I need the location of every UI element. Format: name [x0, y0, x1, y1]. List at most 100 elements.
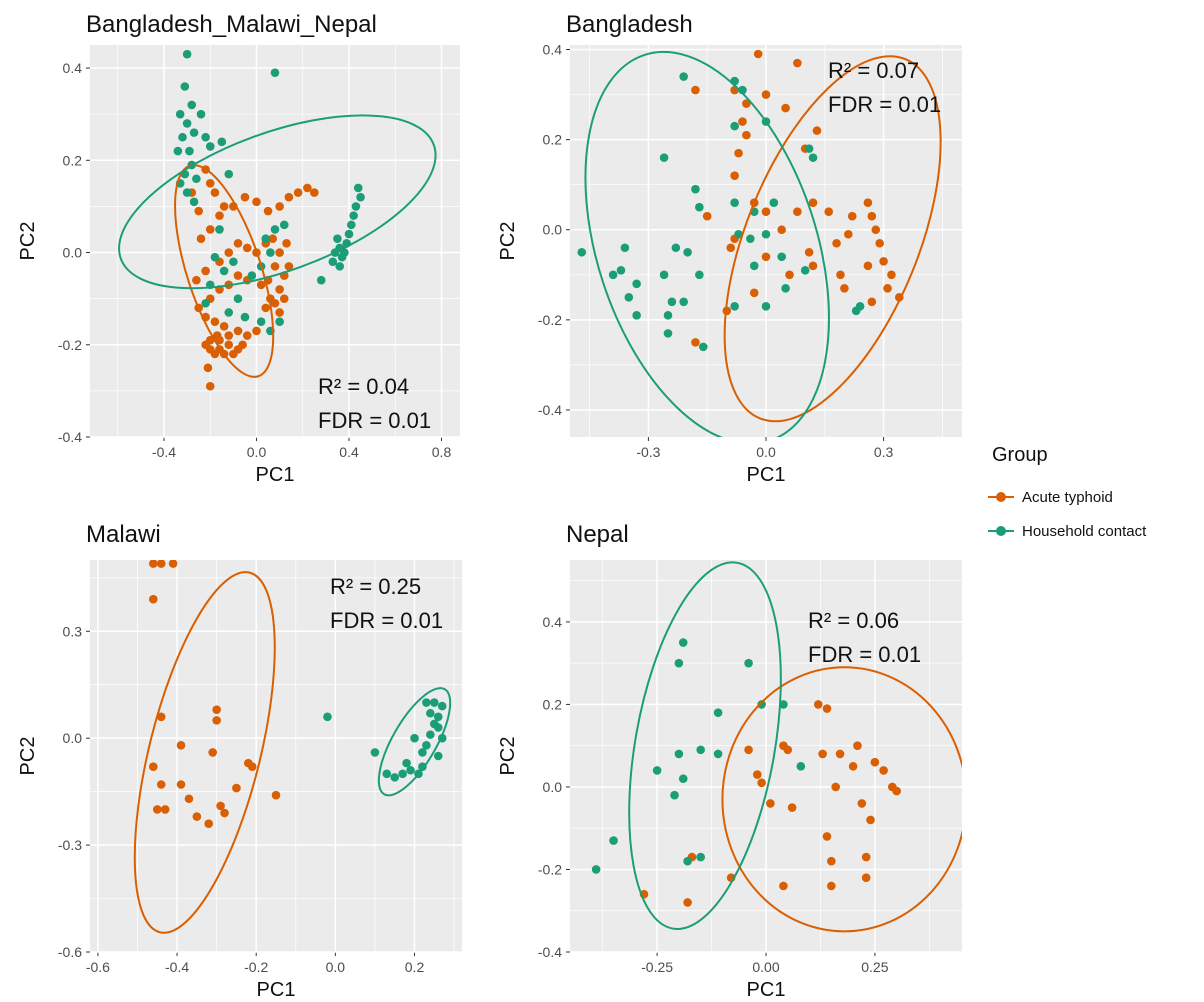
point-acute-typhoid [818, 749, 827, 759]
point-acute-typhoid [194, 206, 203, 216]
point-acute-typhoid [203, 363, 213, 373]
point-acute-typhoid [892, 786, 901, 796]
point-acute-typhoid [726, 243, 736, 253]
point-household-contact [182, 49, 192, 59]
x-axis-title: PC1 [256, 464, 295, 486]
point-household-contact [730, 198, 739, 208]
fdr-annotation: FDR = 0.01 [330, 608, 443, 633]
plot-area [577, 49, 942, 437]
point-acute-typhoid [268, 234, 277, 243]
point-household-contact [390, 773, 400, 782]
point-household-contact [804, 144, 814, 153]
point-household-contact [781, 284, 790, 293]
point-acute-typhoid [848, 762, 858, 771]
point-household-contact [663, 311, 673, 320]
y-tick-label: -0.4 [58, 429, 82, 445]
point-household-contact [667, 297, 677, 307]
point-acute-typhoid [761, 90, 771, 99]
point-acute-typhoid [284, 192, 294, 202]
point-acute-typhoid [275, 285, 284, 294]
point-acute-typhoid [303, 183, 312, 193]
legend-label-household-contact: Household contact [1022, 522, 1147, 540]
point-household-contact [591, 865, 601, 874]
point-household-contact [224, 169, 234, 179]
point-household-contact [698, 342, 708, 352]
point-acute-typhoid [212, 716, 221, 725]
point-acute-typhoid [827, 856, 836, 866]
point-household-contact [422, 698, 431, 707]
legend-label-acute-typhoid: Acute typhoid [1022, 488, 1113, 506]
point-acute-typhoid [271, 790, 281, 800]
ellipse-acute-typhoid [133, 571, 276, 934]
point-household-contact [210, 252, 220, 262]
point-household-contact [433, 712, 443, 722]
point-acute-typhoid [282, 239, 291, 248]
point-household-contact [335, 262, 345, 271]
point-acute-typhoid [730, 171, 739, 180]
x-tick-label: -0.4 [152, 444, 176, 460]
point-acute-typhoid [752, 770, 762, 779]
point-household-contact [349, 211, 358, 220]
y-axis-title: PC2 [17, 222, 39, 261]
point-acute-typhoid [240, 192, 250, 202]
point-household-contact [713, 749, 723, 759]
point-household-contact [201, 132, 210, 142]
point-acute-typhoid [861, 852, 871, 862]
ellipse-acute-typhoid [723, 55, 942, 423]
ellipse-household-contact [118, 114, 437, 290]
r-squared-annotation: R² = 0.04 [318, 374, 409, 399]
point-acute-typhoid [787, 803, 797, 812]
point-acute-typhoid [224, 248, 234, 257]
point-acute-typhoid [761, 252, 771, 262]
point-household-contact [769, 198, 779, 208]
point-acute-typhoid [275, 202, 284, 211]
x-tick-label: 0.8 [432, 444, 452, 460]
x-tick-label: -0.6 [86, 959, 110, 975]
point-acute-typhoid [866, 815, 875, 825]
legend-item-household-contact: Household contact [986, 518, 1146, 544]
point-household-contact [323, 712, 332, 722]
point-acute-typhoid [156, 780, 166, 789]
point-acute-typhoid [847, 211, 857, 221]
point-acute-typhoid [783, 745, 793, 755]
point-household-contact [356, 192, 365, 202]
point-acute-typhoid [224, 331, 234, 340]
point-household-contact [187, 100, 197, 110]
point-acute-typhoid [867, 297, 877, 307]
point-household-contact [182, 119, 192, 128]
panel-title: Bangladesh [566, 11, 693, 38]
point-acute-typhoid [785, 270, 794, 280]
point-household-contact [761, 302, 771, 311]
point-acute-typhoid [738, 117, 747, 126]
point-acute-typhoid [210, 188, 220, 197]
point-household-contact [678, 774, 688, 783]
point-household-contact [674, 749, 684, 759]
y-tick-label: 0.0 [63, 245, 83, 261]
point-household-contact [215, 225, 224, 234]
y-axis-title: PC2 [497, 737, 519, 776]
point-acute-typhoid [691, 85, 700, 95]
point-household-contact [261, 234, 271, 243]
point-household-contact [683, 856, 692, 866]
point-acute-typhoid [883, 284, 892, 293]
point-acute-typhoid [205, 225, 215, 234]
point-acute-typhoid [215, 335, 224, 345]
point-household-contact [691, 184, 700, 194]
fdr-annotation: FDR = 0.01 [828, 92, 941, 117]
point-household-contact [696, 745, 705, 755]
point-household-contact [224, 308, 234, 317]
point-household-contact [608, 270, 618, 280]
ellipse-household-contact [377, 687, 452, 797]
point-household-contact [855, 302, 865, 311]
panel-title: Nepal [566, 521, 629, 548]
point-household-contact [279, 220, 289, 230]
point-acute-typhoid [196, 234, 206, 243]
point-acute-typhoid [808, 261, 818, 271]
y-tick-label: -0.6 [58, 944, 82, 960]
x-tick-label: 0.0 [756, 444, 776, 460]
point-household-contact [406, 765, 415, 775]
point-acute-typhoid [216, 801, 225, 811]
point-acute-typhoid [822, 832, 832, 841]
point-household-contact [577, 247, 587, 257]
